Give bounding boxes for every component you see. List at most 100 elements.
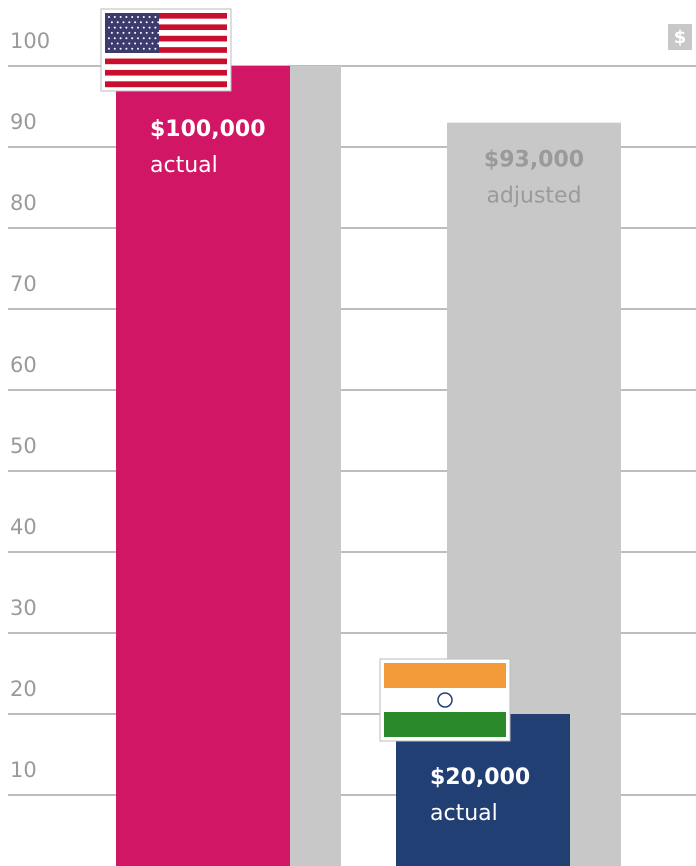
value-label: $100,000	[150, 117, 266, 142]
flag-stripe	[105, 35, 227, 42]
flag-star	[119, 47, 122, 50]
flag-star	[113, 16, 116, 18]
flag-star	[148, 37, 151, 40]
flag-stripe	[105, 64, 227, 71]
y-tick-label: 20	[10, 677, 37, 701]
flag-star	[128, 42, 131, 45]
flag-star	[116, 21, 119, 24]
flag-star	[137, 37, 139, 40]
flag-star	[125, 37, 128, 40]
flag-star	[154, 26, 157, 29]
y-tick-label: 90	[10, 110, 37, 134]
flag-star	[157, 31, 160, 34]
flag-star	[119, 16, 122, 18]
flag-star	[145, 31, 148, 34]
flag-star	[148, 16, 151, 18]
y-tick-label: 70	[10, 272, 37, 296]
y-tick-label: 30	[10, 596, 37, 620]
flag-us	[100, 8, 232, 92]
flag-star	[142, 16, 145, 18]
value-label: $20,000	[430, 765, 530, 790]
flag-star	[110, 42, 113, 45]
currency-icon-box	[668, 24, 692, 50]
flag-star	[137, 16, 139, 18]
flag-star	[116, 31, 119, 34]
flag-star	[145, 42, 148, 45]
value-label: $93,000	[484, 148, 584, 173]
flag-stripe	[105, 18, 227, 25]
y-tick-label: 60	[10, 353, 37, 377]
flag-star	[113, 26, 116, 29]
flag-star	[139, 21, 142, 24]
flag-star	[151, 42, 154, 45]
flag-star	[131, 26, 134, 29]
flag-star	[134, 42, 137, 45]
flag-star	[131, 37, 134, 40]
flag-star	[128, 31, 131, 34]
flag-stripe	[105, 24, 227, 31]
flag-stripe	[105, 58, 227, 65]
flag-star	[119, 37, 122, 40]
flag-star	[128, 21, 131, 24]
series-label: actual	[150, 153, 218, 178]
flag-star	[122, 31, 125, 34]
flag-in	[379, 658, 511, 742]
y-tick-label: 10	[10, 758, 37, 782]
flag-star	[119, 26, 122, 29]
flag-star	[116, 42, 119, 45]
flag-star	[145, 21, 148, 24]
flag-star	[142, 26, 145, 29]
flag-star	[108, 47, 110, 50]
flag-star	[131, 47, 134, 50]
flag-band	[384, 688, 506, 712]
flag-star	[125, 16, 128, 18]
flag-star	[148, 47, 151, 50]
flag-stripe	[105, 13, 227, 19]
flag-star	[157, 42, 160, 45]
flag-star	[108, 37, 110, 40]
series-label: adjusted	[486, 184, 581, 209]
flag-star	[108, 26, 110, 29]
flag-star	[142, 37, 145, 40]
y-tick-label: 100	[10, 29, 50, 53]
flag-star	[122, 21, 125, 24]
flag-stripe	[105, 41, 227, 48]
flag-star	[134, 21, 137, 24]
flag-star	[110, 21, 113, 24]
flag-star	[154, 47, 157, 50]
flag-star	[110, 31, 113, 34]
flag-star	[139, 42, 142, 45]
flag-star	[131, 16, 134, 18]
flag-star	[113, 47, 116, 50]
y-tick-label: 80	[10, 191, 37, 215]
y-tick-label: 40	[10, 515, 37, 539]
flag-band	[384, 663, 506, 688]
currency-icon: $	[674, 27, 687, 48]
flag-star	[157, 21, 160, 24]
flag-star	[154, 16, 157, 18]
flag-star	[122, 42, 125, 45]
flag-stripe	[105, 52, 227, 59]
flag-stripe	[105, 81, 227, 88]
flag-star	[137, 26, 139, 29]
flag-star	[142, 47, 145, 50]
y-tick-label: 50	[10, 434, 37, 458]
flag-stripe	[105, 30, 227, 36]
flag-star	[108, 16, 110, 18]
flag-star	[137, 47, 139, 50]
flag-star	[151, 31, 154, 34]
flag-star	[148, 26, 151, 29]
flag-star	[125, 26, 128, 29]
flag-star	[113, 37, 116, 40]
flag-band	[384, 712, 506, 737]
flag-chakra	[437, 692, 453, 708]
flag-stripe	[105, 47, 227, 54]
flag-star	[154, 37, 157, 40]
flag-stripe	[105, 69, 227, 76]
flag-stripe	[105, 75, 227, 82]
bar	[116, 66, 290, 866]
flag-star	[151, 21, 154, 24]
flag-canton	[105, 13, 159, 53]
flag-star	[139, 31, 142, 34]
